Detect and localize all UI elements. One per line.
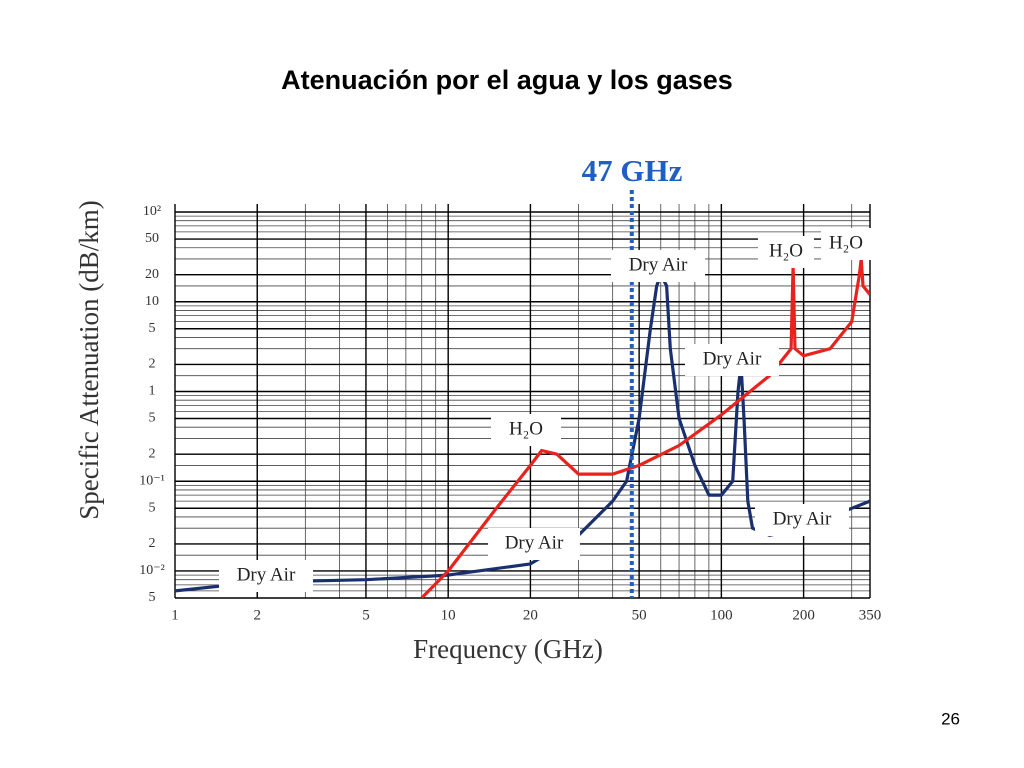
y-tick-label: 2 — [149, 357, 156, 372]
annotation-box — [758, 236, 814, 268]
y-tick-label: 10⁻¹ — [139, 473, 165, 488]
y-tick-label: 5 — [149, 500, 156, 515]
annotation-box — [821, 228, 871, 260]
y-tick-label: 1 — [149, 384, 156, 399]
y-tick-label: 5 — [149, 590, 156, 605]
annotation-box — [219, 560, 313, 592]
annotation-box — [488, 528, 580, 560]
annotation: Dry Air — [629, 254, 688, 275]
x-tick-label: 10 — [441, 607, 456, 623]
series-line — [420, 257, 870, 598]
annotation: Dry Air — [703, 348, 762, 369]
annotation-box — [491, 414, 561, 446]
y-tick-label: 10⁻² — [139, 563, 165, 578]
annotation: H₂O — [509, 418, 543, 439]
annotation-box — [611, 250, 705, 282]
annotation-box — [685, 344, 779, 376]
y-tick-label: 5 — [149, 411, 156, 426]
x-tick-label: 100 — [710, 607, 733, 623]
x-tick-label: 2 — [253, 607, 261, 623]
annotation: H₂O — [769, 240, 803, 261]
annotation: H₂O — [829, 232, 863, 253]
x-axis-label: Frequency (GHz) — [413, 634, 603, 664]
x-tick-label: 200 — [792, 607, 815, 623]
x-tick-label: 350 — [859, 607, 882, 623]
annotation: Dry Air — [773, 508, 832, 529]
annotation: Dry Air — [237, 564, 296, 585]
y-tick-label: 50 — [145, 231, 159, 246]
marker-label: 47 GHz — [582, 153, 683, 188]
y-tick-label: 2 — [149, 536, 156, 551]
page-number: 26 — [941, 709, 960, 728]
x-tick-label: 50 — [632, 607, 647, 623]
annotation-box — [755, 504, 849, 536]
y-tick-label: 10² — [143, 204, 161, 219]
x-tick-label: 20 — [523, 607, 538, 623]
annotation: Dry Air — [505, 532, 564, 553]
y-tick-label: 5 — [149, 321, 156, 336]
slide-title: Atenuación por el agua y los gases — [281, 65, 733, 95]
x-tick-label: 1 — [171, 607, 179, 623]
y-axis-label: Specific Attenuation (dB/km) — [74, 200, 104, 519]
x-tick-label: 5 — [362, 607, 370, 623]
y-tick-label: 10 — [145, 294, 159, 309]
y-tick-label: 2 — [149, 446, 156, 461]
y-tick-label: 20 — [145, 267, 159, 282]
